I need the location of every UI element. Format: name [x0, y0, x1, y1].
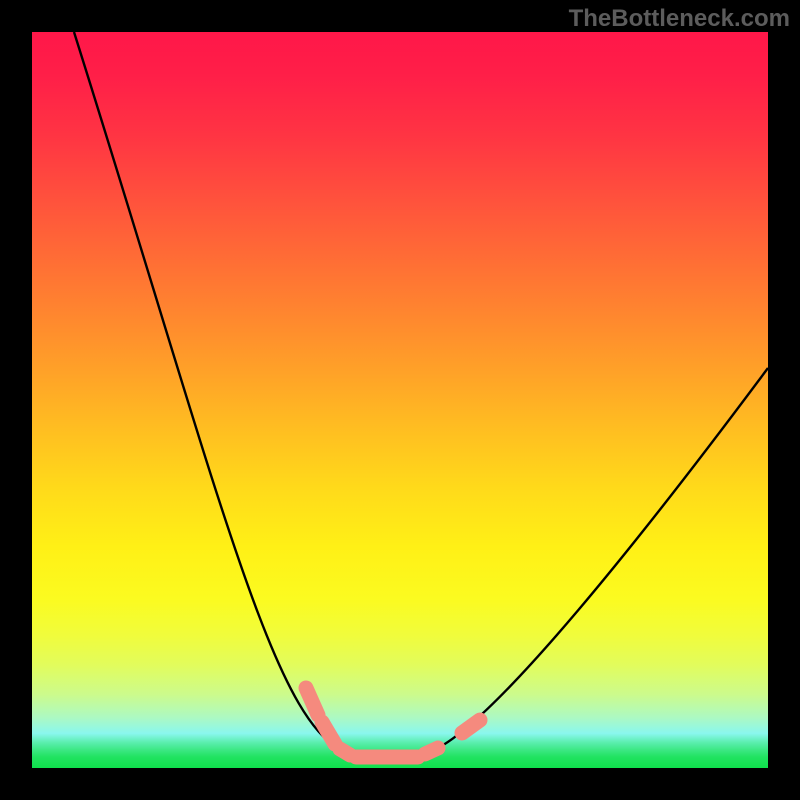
plot-background-gradient [32, 32, 768, 768]
watermark-text: TheBottleneck.com [569, 5, 790, 32]
marker-segment [462, 720, 480, 733]
marker-segment [425, 748, 438, 754]
marker-segment [340, 749, 350, 755]
